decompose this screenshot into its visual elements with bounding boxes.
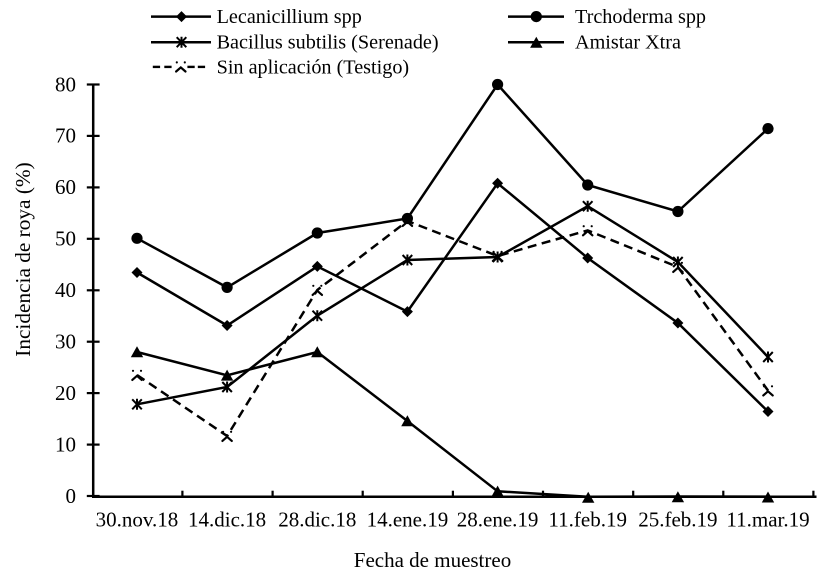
- svg-text:60: 60: [55, 175, 76, 199]
- svg-text:80: 80: [55, 72, 76, 96]
- svg-text:Trchoderma spp: Trchoderma spp: [575, 6, 706, 28]
- svg-text:11.feb.19: 11.feb.19: [548, 508, 627, 532]
- svg-text:Incidencia de roya (%): Incidencia de roya (%): [11, 162, 35, 357]
- svg-text:50: 50: [55, 227, 76, 251]
- svg-text:14.ene.19: 14.ene.19: [367, 508, 449, 532]
- svg-text:0: 0: [66, 484, 77, 508]
- svg-text:Bacillus subtilis (Serenade): Bacillus subtilis (Serenade): [217, 31, 439, 53]
- svg-text:Amistar Xtra: Amistar Xtra: [575, 31, 681, 53]
- svg-text:30: 30: [55, 330, 76, 354]
- svg-text:Lecanicillium spp: Lecanicillium spp: [217, 6, 362, 28]
- svg-text:10: 10: [55, 432, 76, 456]
- svg-text:28.ene.19: 28.ene.19: [457, 508, 539, 532]
- svg-text:40: 40: [55, 278, 76, 302]
- svg-text:14.dic.18: 14.dic.18: [188, 508, 266, 532]
- svg-text:Sin aplicación (Testigo): Sin aplicación (Testigo): [217, 56, 410, 78]
- svg-text:Fecha de muestreo: Fecha de muestreo: [354, 548, 511, 572]
- svg-text:25.feb.19: 25.feb.19: [638, 508, 717, 532]
- svg-text:20: 20: [55, 381, 76, 405]
- svg-text:70: 70: [55, 124, 76, 148]
- svg-text:28.dic.18: 28.dic.18: [278, 508, 356, 532]
- svg-text:11.mar.19: 11.mar.19: [726, 508, 809, 532]
- svg-text:30.nov.18: 30.nov.18: [96, 508, 179, 532]
